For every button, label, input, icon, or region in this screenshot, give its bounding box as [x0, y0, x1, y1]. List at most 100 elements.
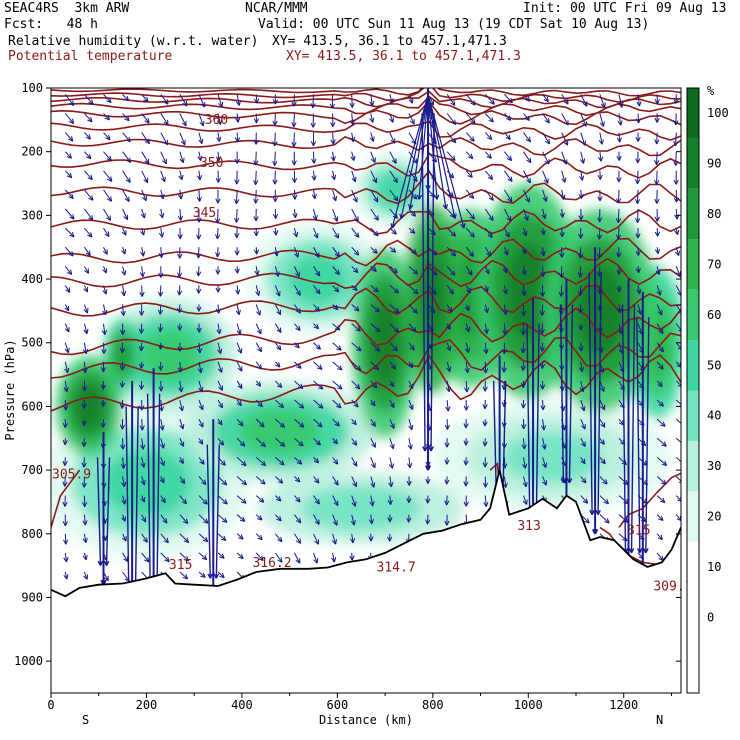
- theta-contour: [51, 88, 681, 97]
- wind-vector-head: [579, 386, 585, 393]
- wind-vector: [160, 151, 167, 165]
- wind-vector-head: [106, 215, 111, 221]
- rh-blob-peak: [506, 243, 551, 341]
- wind-vector: [351, 437, 357, 446]
- wind-vector-head: [616, 287, 622, 293]
- wind-vector: [523, 438, 525, 450]
- wind-vector-head: [84, 268, 90, 274]
- north-label: N: [656, 713, 663, 727]
- wind-vector: [103, 170, 113, 182]
- wind-vector-head: [236, 400, 242, 407]
- wind-vector: [580, 132, 586, 146]
- wind-vector-head: [63, 574, 69, 580]
- wind-vector: [179, 361, 182, 373]
- wind-vector-head: [543, 178, 549, 184]
- wind-vector-head: [520, 382, 527, 388]
- wind-vector: [217, 94, 223, 108]
- wind-vector-head: [545, 138, 551, 145]
- wind-vector-head: [217, 367, 223, 373]
- wind-vector: [484, 151, 492, 159]
- wind-vector: [351, 476, 357, 487]
- wind-vector: [141, 552, 150, 563]
- wind-vector-head: [65, 287, 71, 293]
- wind-vector-head: [501, 349, 508, 355]
- wind-vector-head: [333, 459, 339, 465]
- wind-vector-head: [180, 139, 186, 146]
- wind-vector: [408, 323, 417, 333]
- theta-label: 313: [517, 519, 540, 534]
- wind-vector: [274, 323, 282, 333]
- colorbar-label: 30: [707, 459, 721, 473]
- wind-vector-head: [409, 228, 416, 234]
- wind-vector-head: [257, 534, 263, 541]
- wind-vector-head: [298, 441, 304, 447]
- wind-vector-head: [272, 141, 278, 147]
- wind-vector-head: [578, 215, 584, 221]
- outflow-vector: [418, 94, 429, 200]
- theta-contour: [51, 88, 681, 103]
- wind-vector: [389, 170, 398, 183]
- updraft-vector: [421, 113, 426, 452]
- outflow-vector: [427, 94, 438, 200]
- wind-vector-head: [331, 539, 337, 545]
- wind-vector: [408, 246, 417, 255]
- rh-blob-peak: [502, 431, 603, 484]
- wind-vector-head: [197, 155, 203, 162]
- wind-vector: [504, 94, 513, 104]
- wind-vector: [122, 247, 126, 255]
- wind-vector-head: [107, 176, 113, 182]
- wind-vector-head: [392, 345, 398, 352]
- wind-vector: [675, 476, 681, 482]
- wind-vector: [141, 113, 150, 124]
- wind-vector-head: [197, 367, 203, 374]
- wind-vector: [675, 323, 681, 331]
- wind-vector: [465, 323, 470, 333]
- wind-vector: [313, 533, 319, 545]
- wind-vector-head: [486, 153, 492, 159]
- wind-vector: [313, 208, 317, 221]
- wind-vector: [179, 495, 187, 505]
- wind-vector-head: [406, 497, 412, 503]
- theta-label: 316.2: [252, 556, 291, 571]
- wind-vector-head: [317, 364, 323, 370]
- outflow-vector: [391, 94, 429, 229]
- wind-vector-head: [372, 248, 378, 254]
- wind-vector: [332, 495, 339, 506]
- wind-vector-head: [158, 272, 164, 278]
- wind-vector-head: [81, 386, 88, 392]
- wind-vector-head: [202, 499, 208, 505]
- wind-vector-head: [257, 346, 262, 353]
- wind-vector-head: [69, 214, 75, 220]
- wind-vector-head: [298, 403, 305, 409]
- wind-vector: [503, 227, 510, 238]
- wind-vector-head: [578, 325, 584, 331]
- wind-vector: [217, 132, 220, 142]
- wind-vector-head: [539, 384, 546, 390]
- wind-vector-head: [523, 215, 529, 221]
- wind-vector: [198, 361, 202, 373]
- wind-vector: [484, 227, 493, 238]
- wind-vector: [160, 533, 169, 544]
- wind-vector-head: [330, 121, 336, 128]
- wind-vector-head: [163, 119, 169, 126]
- y-tick-label: 1000: [14, 654, 43, 668]
- wind-vector-head: [373, 287, 379, 293]
- theta-contour: [51, 153, 681, 179]
- wind-vector: [332, 304, 339, 311]
- wind-vector-head: [296, 363, 302, 369]
- wind-vector-head: [657, 381, 663, 387]
- wind-vector-head: [183, 556, 190, 562]
- wind-vector-head: [468, 251, 475, 257]
- wind-vector-head: [139, 310, 145, 316]
- wind-vector-head: [525, 197, 530, 203]
- wind-vector: [179, 113, 187, 127]
- wind-vector: [465, 132, 475, 142]
- wind-vector-head: [123, 214, 129, 221]
- wind-vector-head: [351, 440, 358, 446]
- wind-vector-head: [604, 518, 610, 524]
- wind-vector-head: [354, 232, 360, 238]
- wind-vector: [465, 208, 475, 220]
- wind-vector-head: [82, 368, 88, 374]
- wind-vector-head: [182, 574, 189, 580]
- wind-vector-head: [673, 141, 679, 147]
